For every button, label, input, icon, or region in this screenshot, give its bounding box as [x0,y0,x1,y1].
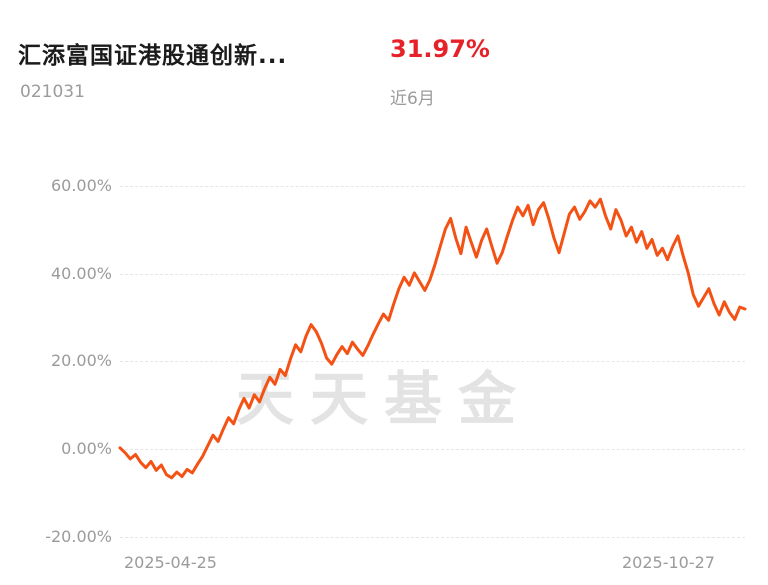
fund-change-percent: 31.97% [390,35,490,63]
fund-title: 汇添富国证港股通创新... [18,43,288,69]
period-tab-6m[interactable]: 近6月 [390,89,435,109]
gridline-neg20 [120,537,745,538]
y-tick-label: -20.00% [45,527,112,546]
y-tick-label: 40.00% [50,264,112,283]
performance-line-svg [118,197,747,480]
x-tick-label-start: 2025-04-25 [124,553,217,572]
y-tick-label: 0.00% [61,439,112,458]
gridline-60 [120,186,745,187]
chart-area[interactable] [118,186,747,537]
x-tick-label-end: 2025-10-27 [622,553,715,572]
y-tick-label: 60.00% [50,176,112,195]
watermark-text: 天天基金 [235,365,532,433]
gridline-20 [120,361,745,362]
fund-code: 021031 [20,82,85,102]
y-tick-label: 20.00% [50,351,112,370]
gridline-0 [120,449,745,450]
